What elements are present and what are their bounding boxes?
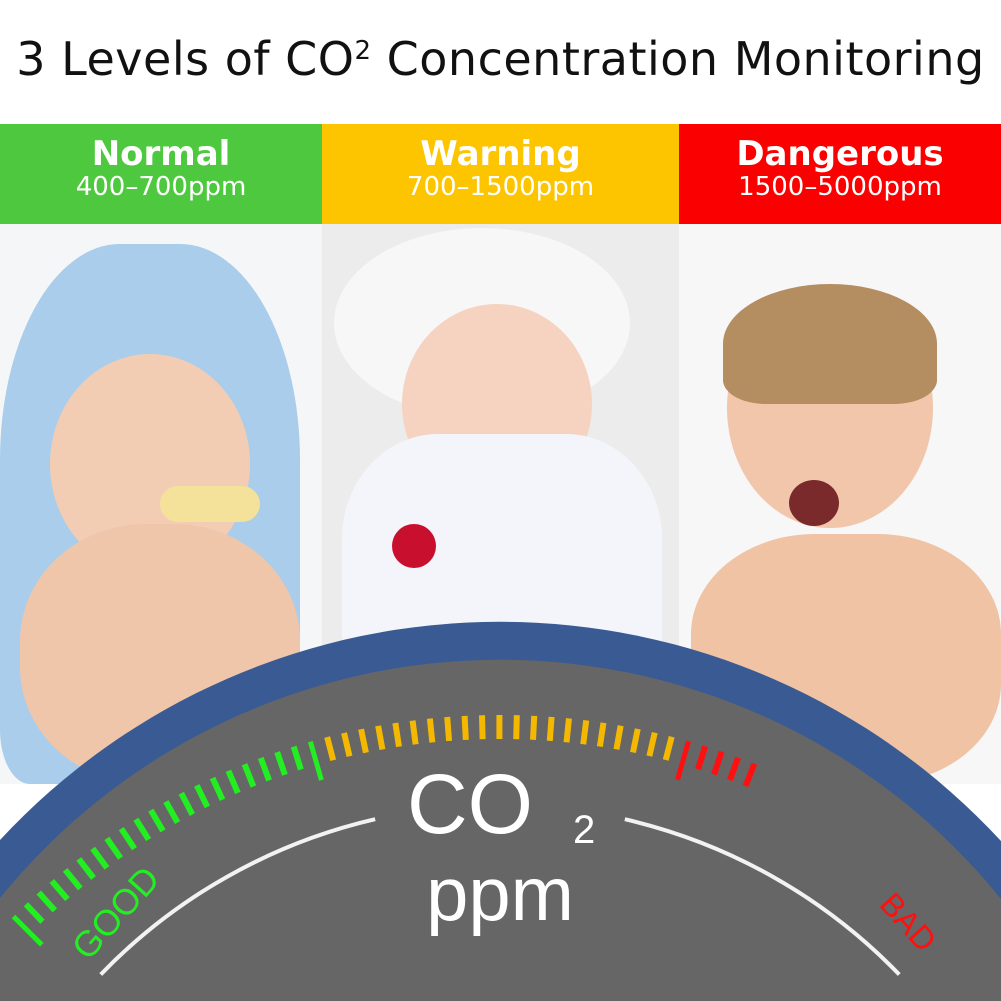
gauge-tick bbox=[711, 750, 725, 776]
co2-label: CO bbox=[407, 757, 533, 851]
gauge-tick bbox=[257, 756, 272, 782]
gauge-tick bbox=[613, 725, 624, 750]
gauge-tick bbox=[727, 756, 741, 782]
gauge-tick bbox=[426, 718, 436, 743]
co2-subscript: 2 bbox=[573, 808, 595, 852]
gauge-tick bbox=[62, 867, 83, 891]
level-normal: Normal 400–700ppm bbox=[0, 124, 322, 224]
gauge-tick bbox=[209, 776, 226, 802]
level-dangerous: Dangerous 1500–5000ppm bbox=[679, 124, 1001, 224]
gauge-tick bbox=[163, 800, 181, 824]
gauge-tick bbox=[49, 879, 70, 902]
page-title: 3 Levels of CO2 Concentration Monitoring bbox=[16, 32, 985, 86]
gauge-tick bbox=[646, 731, 658, 757]
gauge-tick bbox=[178, 791, 196, 816]
gauge-tick bbox=[358, 728, 369, 754]
gauge-tick bbox=[194, 784, 211, 809]
gauge-face bbox=[0, 659, 1001, 1001]
gauge-tick bbox=[241, 763, 257, 788]
gauge-tick bbox=[513, 715, 520, 740]
gauge-tick bbox=[36, 890, 58, 913]
gauge-tick bbox=[23, 902, 45, 924]
gauge-tick bbox=[392, 722, 402, 748]
unit-label: ppm bbox=[426, 852, 574, 937]
gauge-tick bbox=[76, 857, 96, 880]
gauge-tick bbox=[324, 736, 337, 762]
photo-happy-baby bbox=[0, 224, 322, 784]
gauge-scale-arc-left bbox=[99, 817, 376, 976]
gauge-tick bbox=[742, 762, 758, 788]
level-warning: Warning 700–1500ppm bbox=[322, 124, 679, 224]
gauge-ticks bbox=[11, 714, 758, 947]
gauge-tick bbox=[662, 736, 675, 761]
gauge-tick bbox=[104, 836, 124, 860]
gauge-tick bbox=[461, 715, 469, 741]
gauge-tick bbox=[341, 732, 353, 757]
gauge-tick bbox=[580, 720, 590, 745]
gauge-scale-arc-right bbox=[624, 817, 901, 976]
gauge-tick bbox=[274, 751, 288, 776]
gauge-tick bbox=[675, 740, 691, 781]
gauge-tick bbox=[375, 725, 386, 751]
gauge-tick bbox=[563, 718, 572, 743]
gauge-tick bbox=[695, 745, 709, 771]
gauge-tick bbox=[630, 728, 641, 754]
gauge-tick bbox=[596, 722, 607, 748]
gauge-tick bbox=[444, 716, 453, 742]
gauge-tick bbox=[148, 808, 166, 833]
gauge-tick bbox=[409, 720, 419, 745]
gauge-tick bbox=[225, 769, 241, 795]
gauge-tick bbox=[133, 817, 152, 842]
gauge-tick bbox=[546, 716, 555, 742]
gauge-tick bbox=[290, 745, 304, 771]
gauge-tick bbox=[90, 846, 110, 870]
gauge-tick bbox=[530, 715, 538, 740]
gauge-tick bbox=[478, 715, 486, 740]
gauge-tick bbox=[11, 914, 44, 947]
gauge-tick bbox=[307, 740, 324, 781]
gauge-tick bbox=[118, 826, 137, 851]
